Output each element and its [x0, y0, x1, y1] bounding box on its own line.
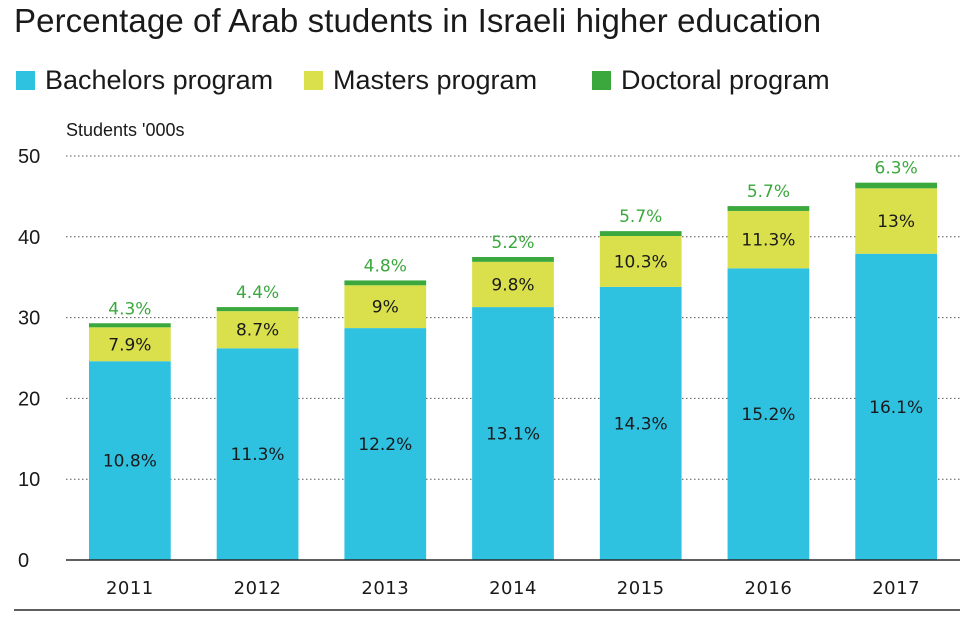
bar-segment [88, 361, 171, 560]
x-tick-label: 2015 [617, 578, 665, 599]
x-tick-label: 2014 [489, 578, 537, 599]
x-axis-ticks: 2011 2012 2013 2014 2015 2016 2017 [106, 578, 920, 599]
data-label: 6.3% [875, 159, 918, 179]
legend-label-masters: Masters program [333, 64, 538, 95]
data-label: 4.3% [108, 299, 151, 319]
bar-segment [727, 206, 810, 211]
y-tick-label: 50 [18, 146, 40, 168]
data-label: 5.2% [491, 233, 534, 253]
y-axis-unit-label: Students '000s [66, 120, 185, 140]
data-label: 4.4% [236, 283, 279, 303]
y-tick-label: 10 [18, 469, 40, 491]
data-label: 10.3% [614, 252, 668, 272]
data-label: 14.3% [614, 414, 668, 434]
data-label: 5.7% [747, 182, 790, 202]
legend-swatch-masters [304, 70, 323, 90]
bar-segment [727, 268, 810, 560]
x-tick-label: 2012 [234, 578, 282, 599]
bar-segment [88, 327, 171, 362]
legend-label-bachelors: Bachelors program [45, 64, 274, 95]
x-tick-label: 2017 [872, 578, 920, 599]
legend: Bachelors program Masters program Doctor… [16, 60, 956, 100]
y-tick-label: 30 [18, 308, 40, 330]
bars: 10.8% 7.9% 4.3% 11.3% 8.7% 4.4% 12.2% 9% 4.8% 13.… [88, 159, 938, 560]
legend-swatch-doctoral [592, 70, 611, 90]
bar-segment [216, 311, 299, 349]
bar-segment [216, 307, 299, 312]
data-label: 15.2% [741, 405, 795, 425]
x-tick-label: 2011 [106, 578, 154, 599]
data-label: 11.3% [231, 445, 285, 465]
chart-title: Percentage of Arab students in Israeli h… [14, 2, 822, 39]
bar-segment [88, 323, 171, 328]
data-label: 13% [877, 212, 915, 232]
data-label: 8.7% [236, 321, 279, 341]
bar-segment [472, 307, 554, 560]
legend-item-bachelors: Bachelors program [16, 60, 273, 100]
bar-segment [599, 286, 682, 560]
data-label: 11.3% [741, 231, 795, 251]
legend-swatch-bachelors [16, 70, 35, 90]
data-label: 7.9% [108, 335, 151, 355]
bar-segment [344, 328, 427, 560]
y-axis-ticks: 0 10 20 30 40 50 [18, 146, 40, 572]
bar-segment [855, 188, 938, 254]
x-tick-label: 2013 [361, 578, 409, 599]
bar-segment [216, 348, 299, 560]
gridlines [66, 155, 960, 480]
bar-segment [472, 257, 554, 262]
bar-segment [727, 210, 810, 269]
bar-segment [472, 261, 554, 308]
data-label: 13.1% [486, 425, 540, 445]
x-tick-label: 2016 [745, 578, 793, 599]
bar-segment [599, 235, 682, 287]
data-label: 9% [372, 298, 399, 318]
legend-item-doctoral: Doctoral program [592, 60, 830, 100]
data-label: 5.7% [619, 207, 662, 227]
y-tick-label: 20 [18, 388, 40, 410]
bar-segment [344, 285, 427, 329]
legend-item-masters: Masters program [304, 60, 537, 100]
y-tick-label: 0 [18, 550, 29, 572]
data-label: 4.8% [364, 256, 407, 276]
legend-label-doctoral: Doctoral program [621, 64, 830, 95]
bar-segment [599, 231, 682, 236]
data-label: 12.2% [358, 435, 412, 455]
data-label: 9.8% [491, 275, 534, 295]
bar-segment [855, 253, 938, 560]
bar-segment [855, 182, 938, 189]
bar-segment [344, 280, 427, 286]
y-tick-label: 40 [18, 227, 40, 249]
data-label: 10.8% [103, 452, 157, 472]
data-label: 16.1% [869, 398, 923, 418]
